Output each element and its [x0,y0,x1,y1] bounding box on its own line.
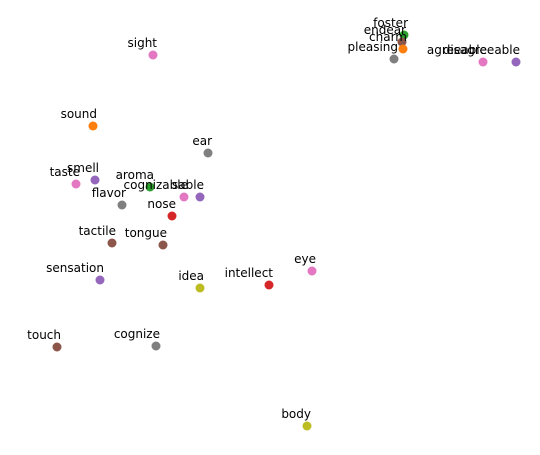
point-agreeable [478,57,488,67]
point-label-aroma: aroma [116,168,154,182]
point-label-disagreeable: disagreeable [443,43,520,57]
point-label-pleasing: pleasing [348,40,399,54]
point-touch [52,342,62,352]
point-sable [195,192,205,202]
point-label-sable: sable [172,178,204,192]
point-disagreeable [511,57,521,67]
point-idea [195,283,205,293]
point-label-charm: charm [369,30,407,44]
point-nose [167,211,177,221]
point-label-tactile: tactile [79,224,116,238]
point-endear [397,37,407,47]
point-sensation [95,275,105,285]
point-tongue [158,240,168,250]
point-foster [399,30,409,40]
point-label-tongue: tongue [125,226,167,240]
point-label-sensation: sensation [46,261,104,275]
point-pleasing [389,54,399,64]
point-cognize [151,341,161,351]
point-label-sight: sight [127,36,157,50]
point-cognizable [179,192,189,202]
point-label-nose: nose [147,197,176,211]
point-label-cognizable: cognizable [124,178,188,192]
point-smell [90,175,100,185]
point-markers [52,30,521,431]
point-label-eye: eye [294,252,316,266]
point-body [302,421,312,431]
point-ear [203,148,213,158]
point-label-body: body [281,407,311,421]
point-label-agreeable: agreeable [427,43,487,57]
point-intellect [264,280,274,290]
point-tactile [107,238,117,248]
point-label-sound: sound [61,107,97,121]
point-flavor [117,200,127,210]
point-aroma [145,182,155,192]
point-label-smell: smell [67,161,99,175]
point-label-cognize: cognize [114,327,160,341]
point-label-idea: idea [178,269,204,283]
point-sight [148,50,158,60]
point-label-ear: ear [192,134,212,148]
point-label-flavor: flavor [92,186,126,200]
point-label-taste: taste [50,165,80,179]
point-label-foster: foster [373,16,408,30]
point-taste [71,179,81,189]
point-charm [398,44,408,54]
point-label-intellect: intellect [225,266,274,280]
point-label-endear: endear [364,23,406,37]
point-sound [88,121,98,131]
point-eye [307,266,317,276]
point-label-touch: touch [27,328,61,342]
